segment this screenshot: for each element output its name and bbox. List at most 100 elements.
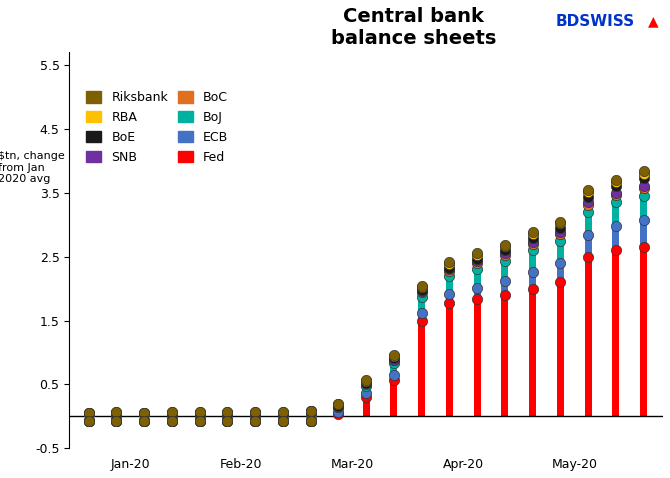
Bar <box>418 291 425 293</box>
Point <box>83 410 94 418</box>
Point <box>389 376 399 384</box>
Bar <box>585 205 592 212</box>
Point <box>444 290 455 298</box>
Bar <box>113 413 120 416</box>
Bar <box>307 412 314 415</box>
Text: $tn, change
from Jan
2020 avg: $tn, change from Jan 2020 avg <box>0 152 65 185</box>
Point <box>472 284 482 292</box>
Point <box>222 409 232 417</box>
Bar <box>557 222 564 224</box>
Point <box>361 379 372 386</box>
Point <box>500 291 511 299</box>
Point <box>639 192 649 200</box>
Point <box>194 417 205 424</box>
Bar <box>585 196 592 202</box>
Bar <box>585 190 592 192</box>
Bar <box>640 188 647 196</box>
Bar <box>557 282 564 416</box>
Point <box>222 409 232 416</box>
Bar <box>362 393 370 397</box>
Point <box>277 417 288 424</box>
Point <box>416 317 427 325</box>
Point <box>277 409 288 416</box>
Bar <box>474 259 480 261</box>
Point <box>277 417 288 424</box>
Point <box>306 407 316 415</box>
Bar <box>196 413 203 416</box>
Point <box>583 186 594 194</box>
Point <box>222 417 232 424</box>
Point <box>639 167 649 175</box>
Point <box>277 417 288 424</box>
Bar <box>391 359 397 360</box>
Point <box>83 409 94 416</box>
Point <box>167 417 178 424</box>
Point <box>610 176 621 184</box>
Point <box>527 247 538 254</box>
Point <box>472 265 482 272</box>
Bar <box>529 272 536 289</box>
Point <box>416 287 427 295</box>
Point <box>583 198 594 206</box>
Point <box>139 409 149 417</box>
Bar <box>529 238 536 242</box>
Point <box>610 198 621 206</box>
Bar <box>474 288 480 300</box>
Point <box>222 417 232 424</box>
Point <box>583 193 594 200</box>
Point <box>527 285 538 293</box>
Bar <box>85 414 92 416</box>
Point <box>610 178 621 186</box>
Point <box>194 408 205 416</box>
Bar <box>612 250 619 416</box>
Point <box>361 377 372 384</box>
Bar <box>335 414 342 416</box>
Point <box>389 356 399 363</box>
Point <box>139 417 149 424</box>
Point <box>194 417 205 424</box>
Bar <box>612 226 619 250</box>
Point <box>167 417 178 424</box>
Point <box>83 409 94 416</box>
Point <box>389 352 399 359</box>
Point <box>361 376 372 384</box>
Point <box>610 189 621 196</box>
Point <box>139 417 149 424</box>
Point <box>277 417 288 424</box>
Bar <box>335 404 342 405</box>
Point <box>555 230 565 238</box>
Bar <box>168 413 176 416</box>
Point <box>111 417 122 424</box>
Point <box>83 417 94 424</box>
Point <box>111 409 122 416</box>
Bar <box>391 356 397 358</box>
Point <box>139 417 149 424</box>
Bar <box>252 416 259 421</box>
Point <box>444 300 455 307</box>
Point <box>250 408 261 416</box>
Point <box>139 417 149 424</box>
Bar <box>85 413 92 414</box>
Point <box>194 417 205 424</box>
Point <box>139 417 149 424</box>
Point <box>111 408 122 416</box>
Point <box>555 228 565 236</box>
Point <box>167 417 178 424</box>
Point <box>111 409 122 417</box>
Bar <box>501 261 509 281</box>
Legend: Riksbank, RBA, BoE, SNB, BoC, BoJ, ECB, Fed: Riksbank, RBA, BoE, SNB, BoC, BoJ, ECB, … <box>82 86 233 169</box>
Title: Central bank
balance sheets: Central bank balance sheets <box>331 7 496 48</box>
Point <box>277 412 288 420</box>
Point <box>250 417 261 424</box>
Point <box>306 417 316 424</box>
Point <box>222 412 232 420</box>
Bar <box>585 235 592 257</box>
Bar <box>529 250 536 272</box>
Bar <box>585 192 592 196</box>
Point <box>167 408 178 416</box>
Point <box>472 296 482 304</box>
Point <box>500 257 511 264</box>
Point <box>111 417 122 424</box>
Point <box>277 417 288 424</box>
Point <box>472 251 482 259</box>
